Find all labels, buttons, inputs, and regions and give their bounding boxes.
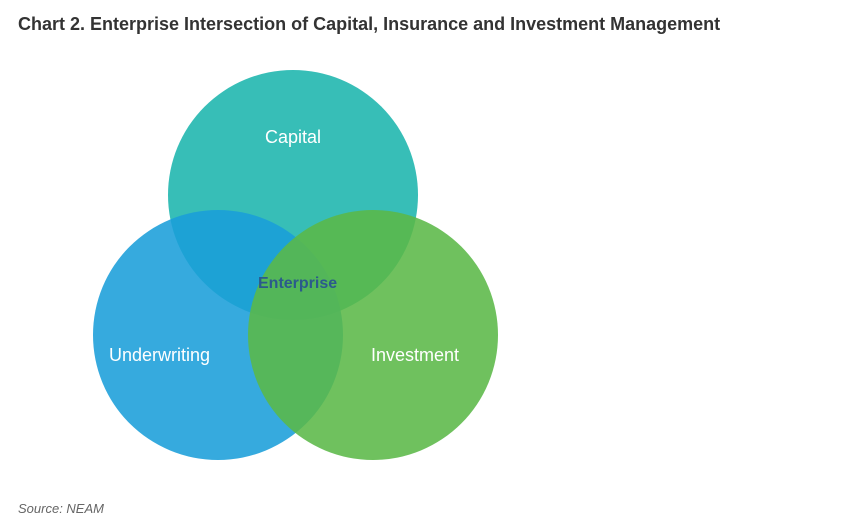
label-investment: Investment bbox=[371, 345, 459, 366]
venn-svg bbox=[53, 45, 553, 485]
label-enterprise: Enterprise bbox=[258, 275, 337, 293]
label-capital: Capital bbox=[265, 127, 321, 148]
chart-title: Chart 2. Enterprise Intersection of Capi… bbox=[18, 14, 829, 35]
circle-investment bbox=[248, 210, 498, 460]
venn-diagram: Capital Underwriting Investment Enterpri… bbox=[53, 45, 553, 485]
source-text: Source: NEAM bbox=[18, 501, 104, 516]
label-underwriting: Underwriting bbox=[109, 345, 210, 366]
